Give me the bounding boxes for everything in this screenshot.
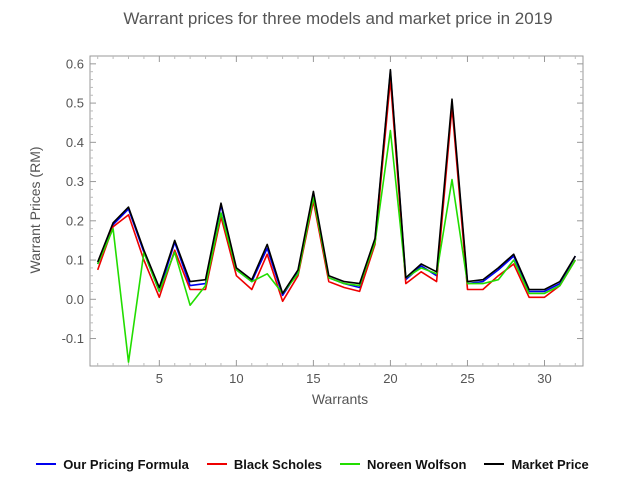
y-tick-label: 0.3 (66, 174, 84, 189)
y-tick-label: 0.1 (66, 253, 84, 268)
legend-swatch (484, 463, 505, 465)
x-tick-label: 15 (306, 371, 320, 386)
y-tick-label: 0.6 (66, 56, 84, 71)
plot-area: 5 10 15 20 25 30 -0.1 0.0 0.1 0.2 0.3 0.4 0.5 0.6 (62, 55, 584, 386)
x-tick-label: 30 (537, 371, 551, 386)
x-tick-label: 20 (383, 371, 397, 386)
legend-item-noreen-wolfson: Noreen Wolfson (340, 457, 466, 472)
y-tick-label: 0.5 (66, 96, 84, 111)
legend-label: Our Pricing Formula (63, 456, 189, 472)
series-line-noreen-wolfson (96, 129, 576, 363)
legend-swatch (206, 463, 227, 465)
y-tick-label: -0.1 (62, 331, 84, 346)
x-axis-label: Warrants (312, 391, 368, 407)
legend-label: Black Scholes (233, 456, 323, 472)
legend-swatch (340, 463, 361, 465)
series-line-our-pricing-formula (96, 70, 576, 297)
x-tick-label: 5 (156, 371, 163, 386)
x-tick-label: 25 (460, 371, 474, 386)
chart-title: Warrant prices for three models and mark… (123, 9, 552, 28)
legend-item-market-price: Market Price (484, 456, 589, 472)
series-line-black-scholes (96, 78, 576, 303)
y-tick-label: 0.4 (66, 135, 84, 150)
legend-label: Market Price (511, 456, 589, 472)
y-axis-label: Warrant Prices (RM) (27, 146, 43, 273)
legend-item-our-pricing-formula: Our Pricing Formula (36, 457, 189, 472)
legend-item-black-scholes: Black Scholes (206, 456, 323, 472)
x-tick-label: 10 (229, 371, 243, 386)
legend-label: Noreen Wolfson (367, 456, 467, 472)
line-chart: Warrant prices for three models and mark… (27, 9, 584, 407)
y-tick-label: 0.2 (66, 213, 84, 228)
legend-swatch (36, 463, 57, 465)
plot-frame (89, 55, 584, 367)
series-line-market-price (96, 68, 576, 295)
y-tick-label: 0.0 (66, 292, 84, 307)
legend: Our Pricing Formula Black Scholes Noreen W… (0, 452, 625, 476)
